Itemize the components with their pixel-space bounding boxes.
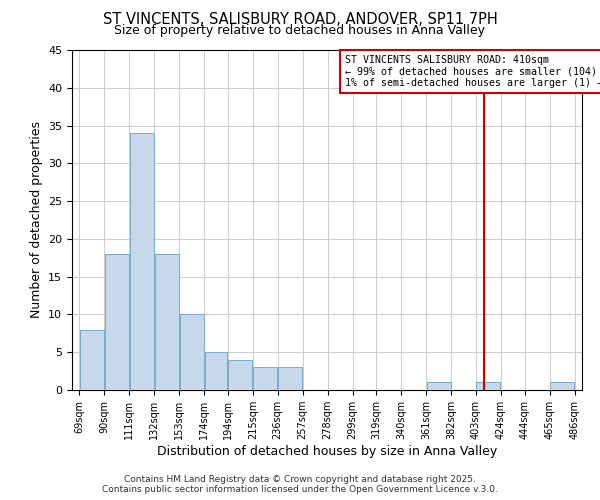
Text: Size of property relative to detached houses in Anna Valley: Size of property relative to detached ho… bbox=[115, 24, 485, 37]
Bar bbox=[155, 254, 179, 390]
Bar bbox=[550, 382, 574, 390]
X-axis label: Distribution of detached houses by size in Anna Valley: Distribution of detached houses by size … bbox=[157, 445, 497, 458]
Bar bbox=[253, 368, 277, 390]
Text: ST VINCENTS, SALISBURY ROAD, ANDOVER, SP11 7PH: ST VINCENTS, SALISBURY ROAD, ANDOVER, SP… bbox=[103, 12, 497, 28]
Bar bbox=[105, 254, 129, 390]
Bar bbox=[179, 314, 203, 390]
Bar bbox=[80, 330, 104, 390]
Text: ST VINCENTS SALISBURY ROAD: 410sqm
← 99% of detached houses are smaller (104)
1%: ST VINCENTS SALISBURY ROAD: 410sqm ← 99%… bbox=[345, 55, 600, 88]
Text: Contains HM Land Registry data © Crown copyright and database right 2025.
Contai: Contains HM Land Registry data © Crown c… bbox=[102, 474, 498, 494]
Y-axis label: Number of detached properties: Number of detached properties bbox=[29, 122, 43, 318]
Bar bbox=[229, 360, 253, 390]
Bar bbox=[476, 382, 500, 390]
Bar bbox=[205, 352, 227, 390]
Bar bbox=[130, 133, 154, 390]
Bar bbox=[427, 382, 451, 390]
Bar bbox=[278, 368, 302, 390]
